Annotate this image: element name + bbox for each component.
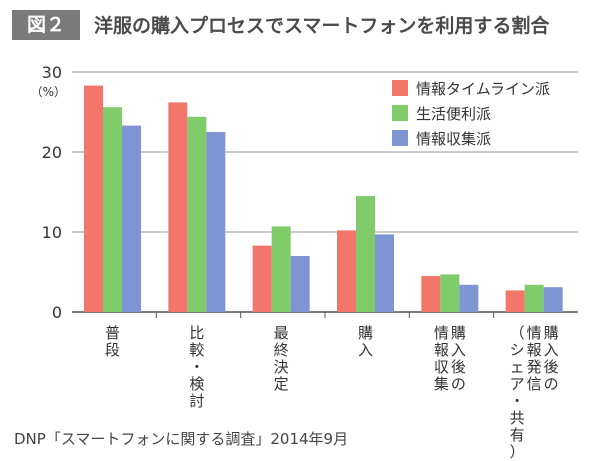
bar: [375, 234, 394, 312]
x-category-label: 入: [544, 341, 559, 359]
bar: [84, 85, 103, 312]
bar: [543, 287, 563, 312]
legend-label: 生活便利派: [416, 105, 491, 123]
bar: [505, 290, 525, 312]
x-category-label: 購: [544, 324, 559, 342]
bar: [168, 102, 188, 313]
x-category-label: の: [451, 375, 466, 393]
x-category-label: 決: [274, 358, 289, 376]
chart-title: 洋服の購入プロセスでスマートフォンを利用する割合: [94, 15, 550, 37]
y-tick-label: 30: [42, 63, 62, 82]
x-category-label: ・: [510, 392, 525, 410]
bar: [440, 274, 460, 312]
x-category-label: 最: [274, 324, 289, 342]
y-tick-label: 20: [42, 143, 62, 162]
y-tick-label: 0: [52, 303, 62, 322]
x-category-label: 購: [451, 324, 466, 342]
x-category-label: 普: [105, 324, 120, 342]
bar: [290, 256, 310, 312]
x-category-label: 後: [451, 358, 466, 376]
x-category-label: 定: [274, 375, 289, 393]
x-category-label: 入: [451, 341, 466, 359]
bar: [187, 116, 207, 312]
x-category-label: 終: [274, 341, 289, 359]
x-category-label: ェ: [510, 358, 525, 376]
x-category-label: 集: [434, 375, 449, 393]
bar: [524, 284, 544, 312]
x-category-label: 有: [510, 426, 525, 444]
legend-label: 情報タイムライン派: [416, 80, 550, 98]
x-category-label: 後: [544, 358, 559, 376]
x-category-label: 入: [358, 341, 373, 359]
bar: [459, 284, 479, 312]
x-category-label: 報: [527, 341, 542, 359]
x-category-label: ）: [510, 443, 525, 461]
x-category-label: 検: [189, 375, 204, 393]
legend-label: 情報収集派: [416, 130, 491, 148]
x-category-label: 比: [189, 324, 204, 342]
legend-swatch: [392, 105, 408, 121]
bar: [206, 132, 226, 312]
bar: [356, 196, 375, 312]
x-category-label: 報: [434, 341, 449, 359]
x-category-label: 討: [189, 392, 204, 410]
source-note: DNP「スマートフォンに関する調査」2014年9月: [14, 430, 349, 448]
bar: [252, 245, 272, 312]
bar: [103, 107, 122, 312]
x-category-label: の: [544, 375, 559, 393]
legend-swatch: [392, 80, 408, 96]
y-tick-label: 10: [42, 223, 62, 242]
x-category-label: 購: [358, 324, 373, 342]
x-category-label: ・: [189, 358, 204, 376]
x-category-label: 較: [189, 341, 204, 359]
x-category-label: 情: [434, 324, 449, 342]
x-category-label: 段: [105, 341, 120, 359]
x-category-label: 信: [527, 375, 542, 393]
bar: [337, 230, 356, 312]
x-category-label: 収: [434, 358, 449, 376]
x-category-label: 発: [527, 358, 542, 376]
x-category-label: 共: [510, 409, 525, 427]
bar: [122, 125, 141, 312]
x-category-label: シ: [510, 341, 525, 359]
x-category-label: （: [510, 324, 525, 342]
bar: [271, 226, 291, 312]
x-category-label: 情: [527, 324, 542, 342]
chart-header: 図２ 洋服の購入プロセスでスマートフォンを利用する割合: [12, 8, 588, 40]
x-category-label: ア: [510, 375, 525, 393]
legend-swatch: [392, 130, 408, 146]
y-unit-label: （%）: [31, 85, 66, 99]
bar: [421, 276, 441, 312]
figure-label: 図２: [12, 10, 80, 40]
